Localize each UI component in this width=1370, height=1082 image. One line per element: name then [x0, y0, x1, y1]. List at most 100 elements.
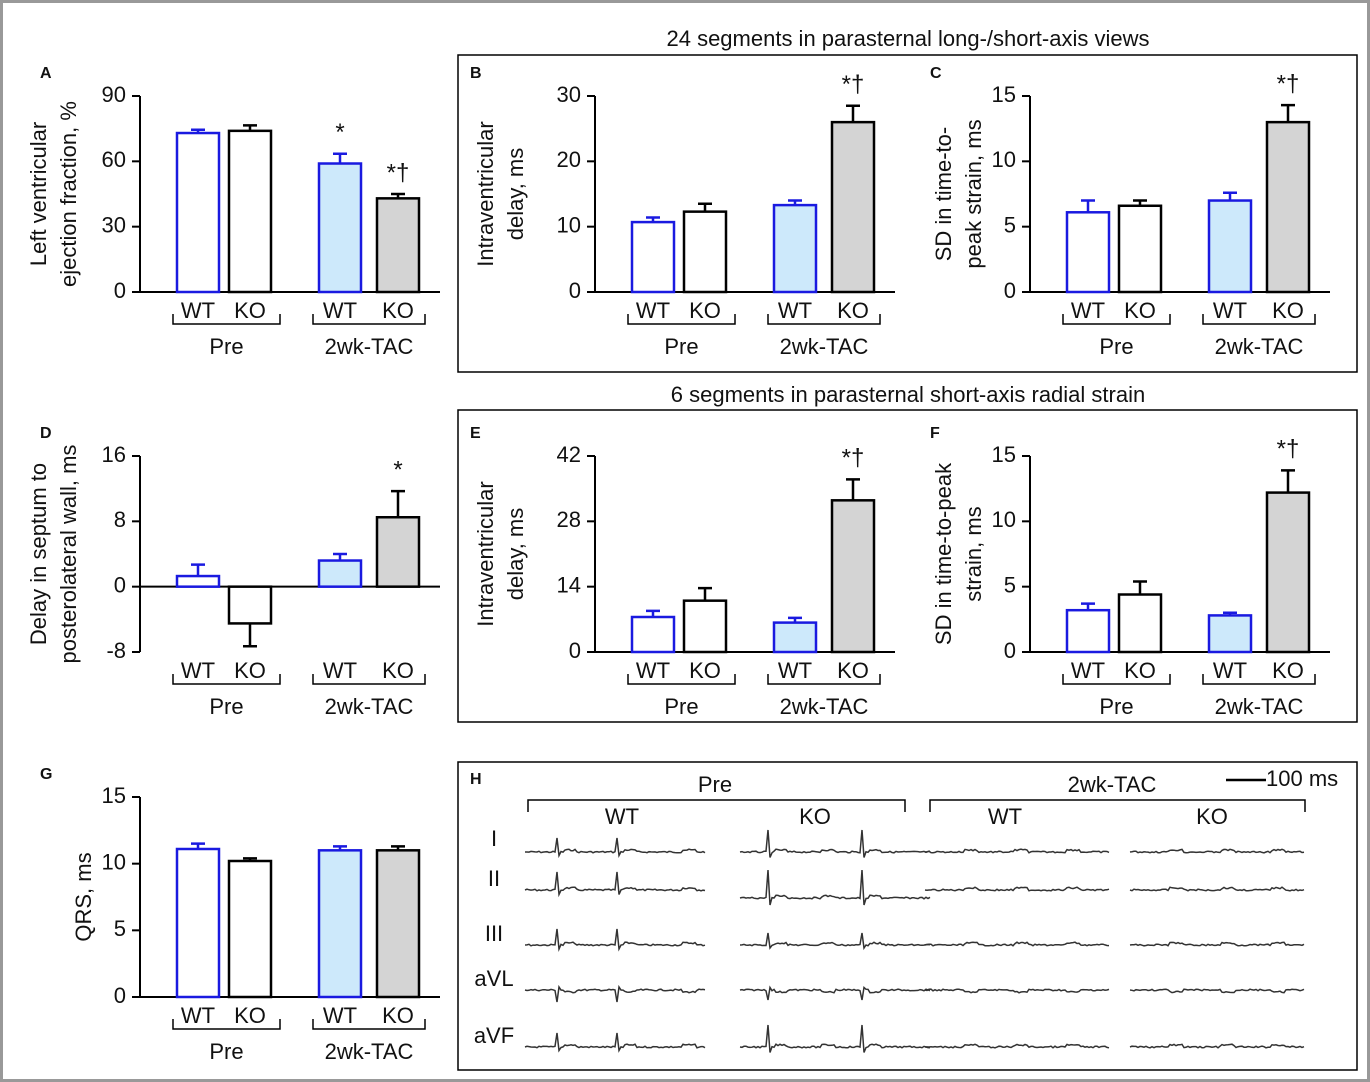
ecg-trace	[740, 1025, 930, 1053]
ecg-trace	[740, 870, 930, 905]
x-tick-label: WT	[636, 298, 670, 323]
x-tick-label: KO	[1272, 658, 1304, 683]
bar	[319, 561, 361, 587]
panel-letter: F	[930, 425, 940, 442]
panel-letter: H	[470, 771, 482, 788]
group-label: 2wk-TAC	[780, 334, 869, 359]
bar	[1067, 212, 1109, 292]
y-axis-label: SD in time-to-	[931, 127, 956, 261]
y-axis-label: ejection fraction, %	[56, 101, 81, 287]
x-tick-label: KO	[837, 298, 869, 323]
panel-letter: E	[470, 425, 481, 442]
bar	[1267, 122, 1309, 292]
ecg-trace	[525, 929, 705, 949]
panel-letter: C	[930, 65, 942, 82]
x-tick-label: KO	[1124, 298, 1156, 323]
ecg-trace	[1130, 849, 1304, 853]
ecg-trace	[740, 830, 930, 858]
ecg-trace	[1130, 989, 1304, 993]
bar	[1119, 595, 1161, 652]
error-bar	[1281, 105, 1295, 122]
bar	[832, 122, 874, 292]
x-tick-label: KO	[382, 298, 414, 323]
error-bar	[333, 154, 347, 164]
x-tick-label: KO	[1124, 658, 1156, 683]
ecg-trace	[1130, 887, 1304, 891]
x-tick-label: KO	[234, 1003, 266, 1028]
x-tick-label: WT	[636, 658, 670, 683]
x-tick-label: WT	[1213, 298, 1247, 323]
y-tick-label: 10	[102, 849, 126, 874]
genotype-label: WT	[988, 804, 1022, 829]
y-tick-label: 5	[1004, 572, 1016, 597]
x-tick-label: WT	[1071, 298, 1105, 323]
group-bracket	[528, 800, 905, 812]
error-bar	[243, 623, 257, 646]
group-label: Pre	[1099, 334, 1133, 359]
y-tick-label: 0	[114, 983, 126, 1008]
x-tick-label: WT	[181, 1003, 215, 1028]
bar	[319, 850, 361, 997]
ecg-trace	[525, 872, 705, 895]
y-axis-label: peak strain, ms	[961, 119, 986, 268]
x-tick-label: WT	[778, 298, 812, 323]
y-tick-label: 15	[102, 783, 126, 808]
scale-label: 100 ms	[1266, 766, 1338, 791]
ecg-trace	[925, 849, 1109, 853]
bar	[319, 164, 361, 292]
bar	[774, 623, 816, 652]
y-tick-label: 90	[102, 82, 126, 107]
significance-mark: *	[393, 456, 402, 483]
group-label: 2wk-TAC	[1068, 772, 1157, 797]
error-bar	[846, 479, 860, 500]
significance-mark: *†	[387, 159, 410, 186]
y-tick-label: 16	[102, 442, 126, 467]
ecg-trace	[925, 989, 1109, 993]
y-tick-label: 60	[102, 147, 126, 172]
x-tick-label: KO	[837, 658, 869, 683]
bar	[177, 849, 219, 997]
genotype-label: KO	[1196, 804, 1228, 829]
panel-letter: D	[40, 425, 52, 442]
y-axis-label: delay, ms	[503, 508, 528, 601]
group-label: Pre	[698, 772, 732, 797]
genotype-label: WT	[605, 804, 639, 829]
ecg-trace	[925, 1044, 1109, 1048]
bar	[177, 133, 219, 292]
x-tick-label: WT	[323, 298, 357, 323]
y-tick-label: 0	[569, 638, 581, 663]
ecg-trace	[925, 942, 1109, 946]
ecg-trace	[1130, 942, 1304, 946]
group-label: 2wk-TAC	[325, 694, 414, 719]
group-label: Pre	[664, 694, 698, 719]
group-label: Pre	[1099, 694, 1133, 719]
ecg-trace	[740, 988, 930, 1001]
x-tick-label: WT	[323, 1003, 357, 1028]
lead-label: I	[491, 826, 497, 851]
y-axis-label: Delay in septum to	[26, 463, 51, 645]
y-tick-label: 5	[114, 916, 126, 941]
x-tick-label: KO	[234, 658, 266, 683]
group-bracket	[930, 800, 1305, 812]
error-bar	[1081, 201, 1095, 213]
y-tick-label: 0	[114, 278, 126, 303]
y-axis-label: strain, ms	[961, 506, 986, 601]
bar	[684, 601, 726, 652]
bar	[177, 576, 219, 587]
group-label: 2wk-TAC	[780, 694, 869, 719]
y-tick-label: 15	[992, 442, 1016, 467]
x-tick-label: KO	[689, 298, 721, 323]
y-axis-label: delay, ms	[503, 148, 528, 241]
x-tick-label: KO	[1272, 298, 1304, 323]
ecg-trace	[925, 887, 1109, 891]
ecg-trace	[525, 1033, 705, 1051]
figure: 24 segments in parasternal long-/short-a…	[0, 0, 1370, 1082]
bar	[1119, 206, 1161, 292]
y-tick-label: 28	[557, 507, 581, 532]
bar	[377, 850, 419, 997]
y-tick-label: 0	[569, 278, 581, 303]
y-tick-label: 10	[992, 147, 1016, 172]
y-axis-label: Left ventricular	[26, 122, 51, 266]
y-axis-label: QRS, ms	[71, 852, 96, 941]
lead-label: aVF	[474, 1023, 514, 1048]
